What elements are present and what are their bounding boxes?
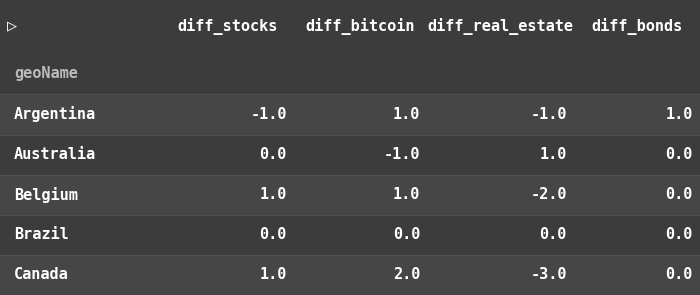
Text: -1.0: -1.0	[384, 147, 420, 162]
Text: diff_real_estate: diff_real_estate	[428, 18, 573, 35]
Text: diff_bitcoin: diff_bitcoin	[306, 18, 415, 35]
Bar	[0, 215, 700, 255]
Text: 0.0: 0.0	[666, 187, 693, 202]
Bar	[0, 0, 700, 53]
Text: 2.0: 2.0	[393, 268, 420, 282]
Text: 1.0: 1.0	[260, 187, 287, 202]
Text: Australia: Australia	[14, 147, 96, 162]
Text: 1.0: 1.0	[393, 107, 420, 122]
Bar	[0, 53, 700, 94]
Bar	[0, 94, 700, 135]
Text: 0.0: 0.0	[393, 227, 420, 242]
Text: 0.0: 0.0	[666, 227, 693, 242]
Bar	[0, 255, 700, 295]
Text: 0.0: 0.0	[540, 227, 567, 242]
Text: 0.0: 0.0	[666, 268, 693, 282]
Text: diff_stocks: diff_stocks	[177, 18, 278, 35]
Text: -2.0: -2.0	[531, 187, 567, 202]
Text: Belgium: Belgium	[14, 187, 78, 203]
Text: 0.0: 0.0	[666, 147, 693, 162]
Text: 1.0: 1.0	[540, 147, 567, 162]
Bar	[0, 135, 700, 175]
Bar	[0, 175, 700, 215]
Text: 1.0: 1.0	[393, 187, 420, 202]
Text: 1.0: 1.0	[260, 268, 287, 282]
Text: 1.0: 1.0	[666, 107, 693, 122]
Text: -3.0: -3.0	[531, 268, 567, 282]
Text: Canada: Canada	[14, 268, 69, 282]
Text: Brazil: Brazil	[14, 227, 69, 242]
Text: geoName: geoName	[14, 66, 78, 81]
Text: diff_bonds: diff_bonds	[592, 18, 682, 35]
Text: Argentina: Argentina	[14, 106, 96, 122]
Text: 0.0: 0.0	[260, 227, 287, 242]
Text: -1.0: -1.0	[531, 107, 567, 122]
Text: 0.0: 0.0	[260, 147, 287, 162]
Text: -1.0: -1.0	[251, 107, 287, 122]
Text: ▷: ▷	[7, 17, 17, 36]
